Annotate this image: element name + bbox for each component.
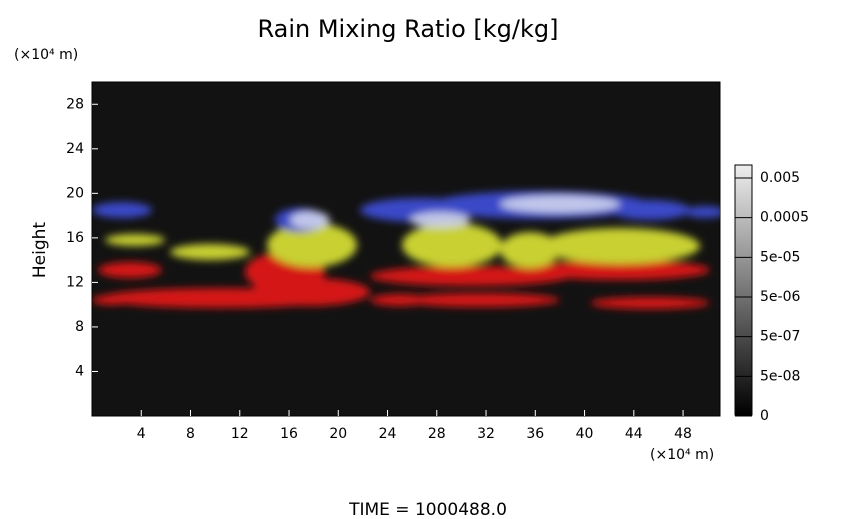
x-tick-label: 48 [674, 426, 692, 442]
colorbar-tick-label: 0 [760, 408, 769, 424]
x-tick-label: 44 [625, 426, 643, 442]
y-tick-label: 12 [66, 274, 84, 290]
y-tick-label: 24 [66, 141, 84, 157]
colorbar [734, 164, 753, 416]
y-tick-label: 4 [75, 363, 84, 379]
colorbar-tick-label: 5e-06 [760, 289, 800, 305]
y-axis-label: Height [30, 222, 50, 279]
x-tick-label: 24 [379, 426, 397, 442]
x-tick-label: 8 [186, 426, 195, 442]
rendering [92, 191, 720, 309]
x-tick-label: 4 [137, 426, 146, 442]
colorbar-tick-label: 5e-08 [760, 368, 800, 384]
x-tick-label: 40 [576, 426, 594, 442]
x-tick-label: 36 [526, 426, 544, 442]
y-tick-label: 8 [75, 319, 84, 335]
x-tick-label: 12 [231, 426, 249, 442]
colorbar-tick-label: 0.0005 [760, 210, 809, 226]
x-unit-label: (×10⁴ m) [650, 447, 714, 463]
chart-title: Rain Mixing Ratio [kg/kg] [257, 15, 558, 43]
y-tick-label: 20 [66, 185, 84, 201]
y-tick-label: 28 [66, 96, 84, 112]
x-tick-label: 16 [280, 426, 298, 442]
x-tick-label: 28 [428, 426, 446, 442]
colorbar-tick-label: 0.005 [760, 170, 800, 186]
y-unit-label: (×10⁴ m) [14, 47, 78, 63]
x-tick-label: 20 [329, 426, 347, 442]
y-tick-label: 16 [66, 230, 84, 246]
colorbar-tick-label: 5e-05 [760, 249, 800, 265]
colorbar-tick-label: 5e-07 [760, 329, 800, 345]
x-tick-label: 32 [477, 426, 495, 442]
footer-time: TIME = 1000488.0 [348, 500, 507, 519]
